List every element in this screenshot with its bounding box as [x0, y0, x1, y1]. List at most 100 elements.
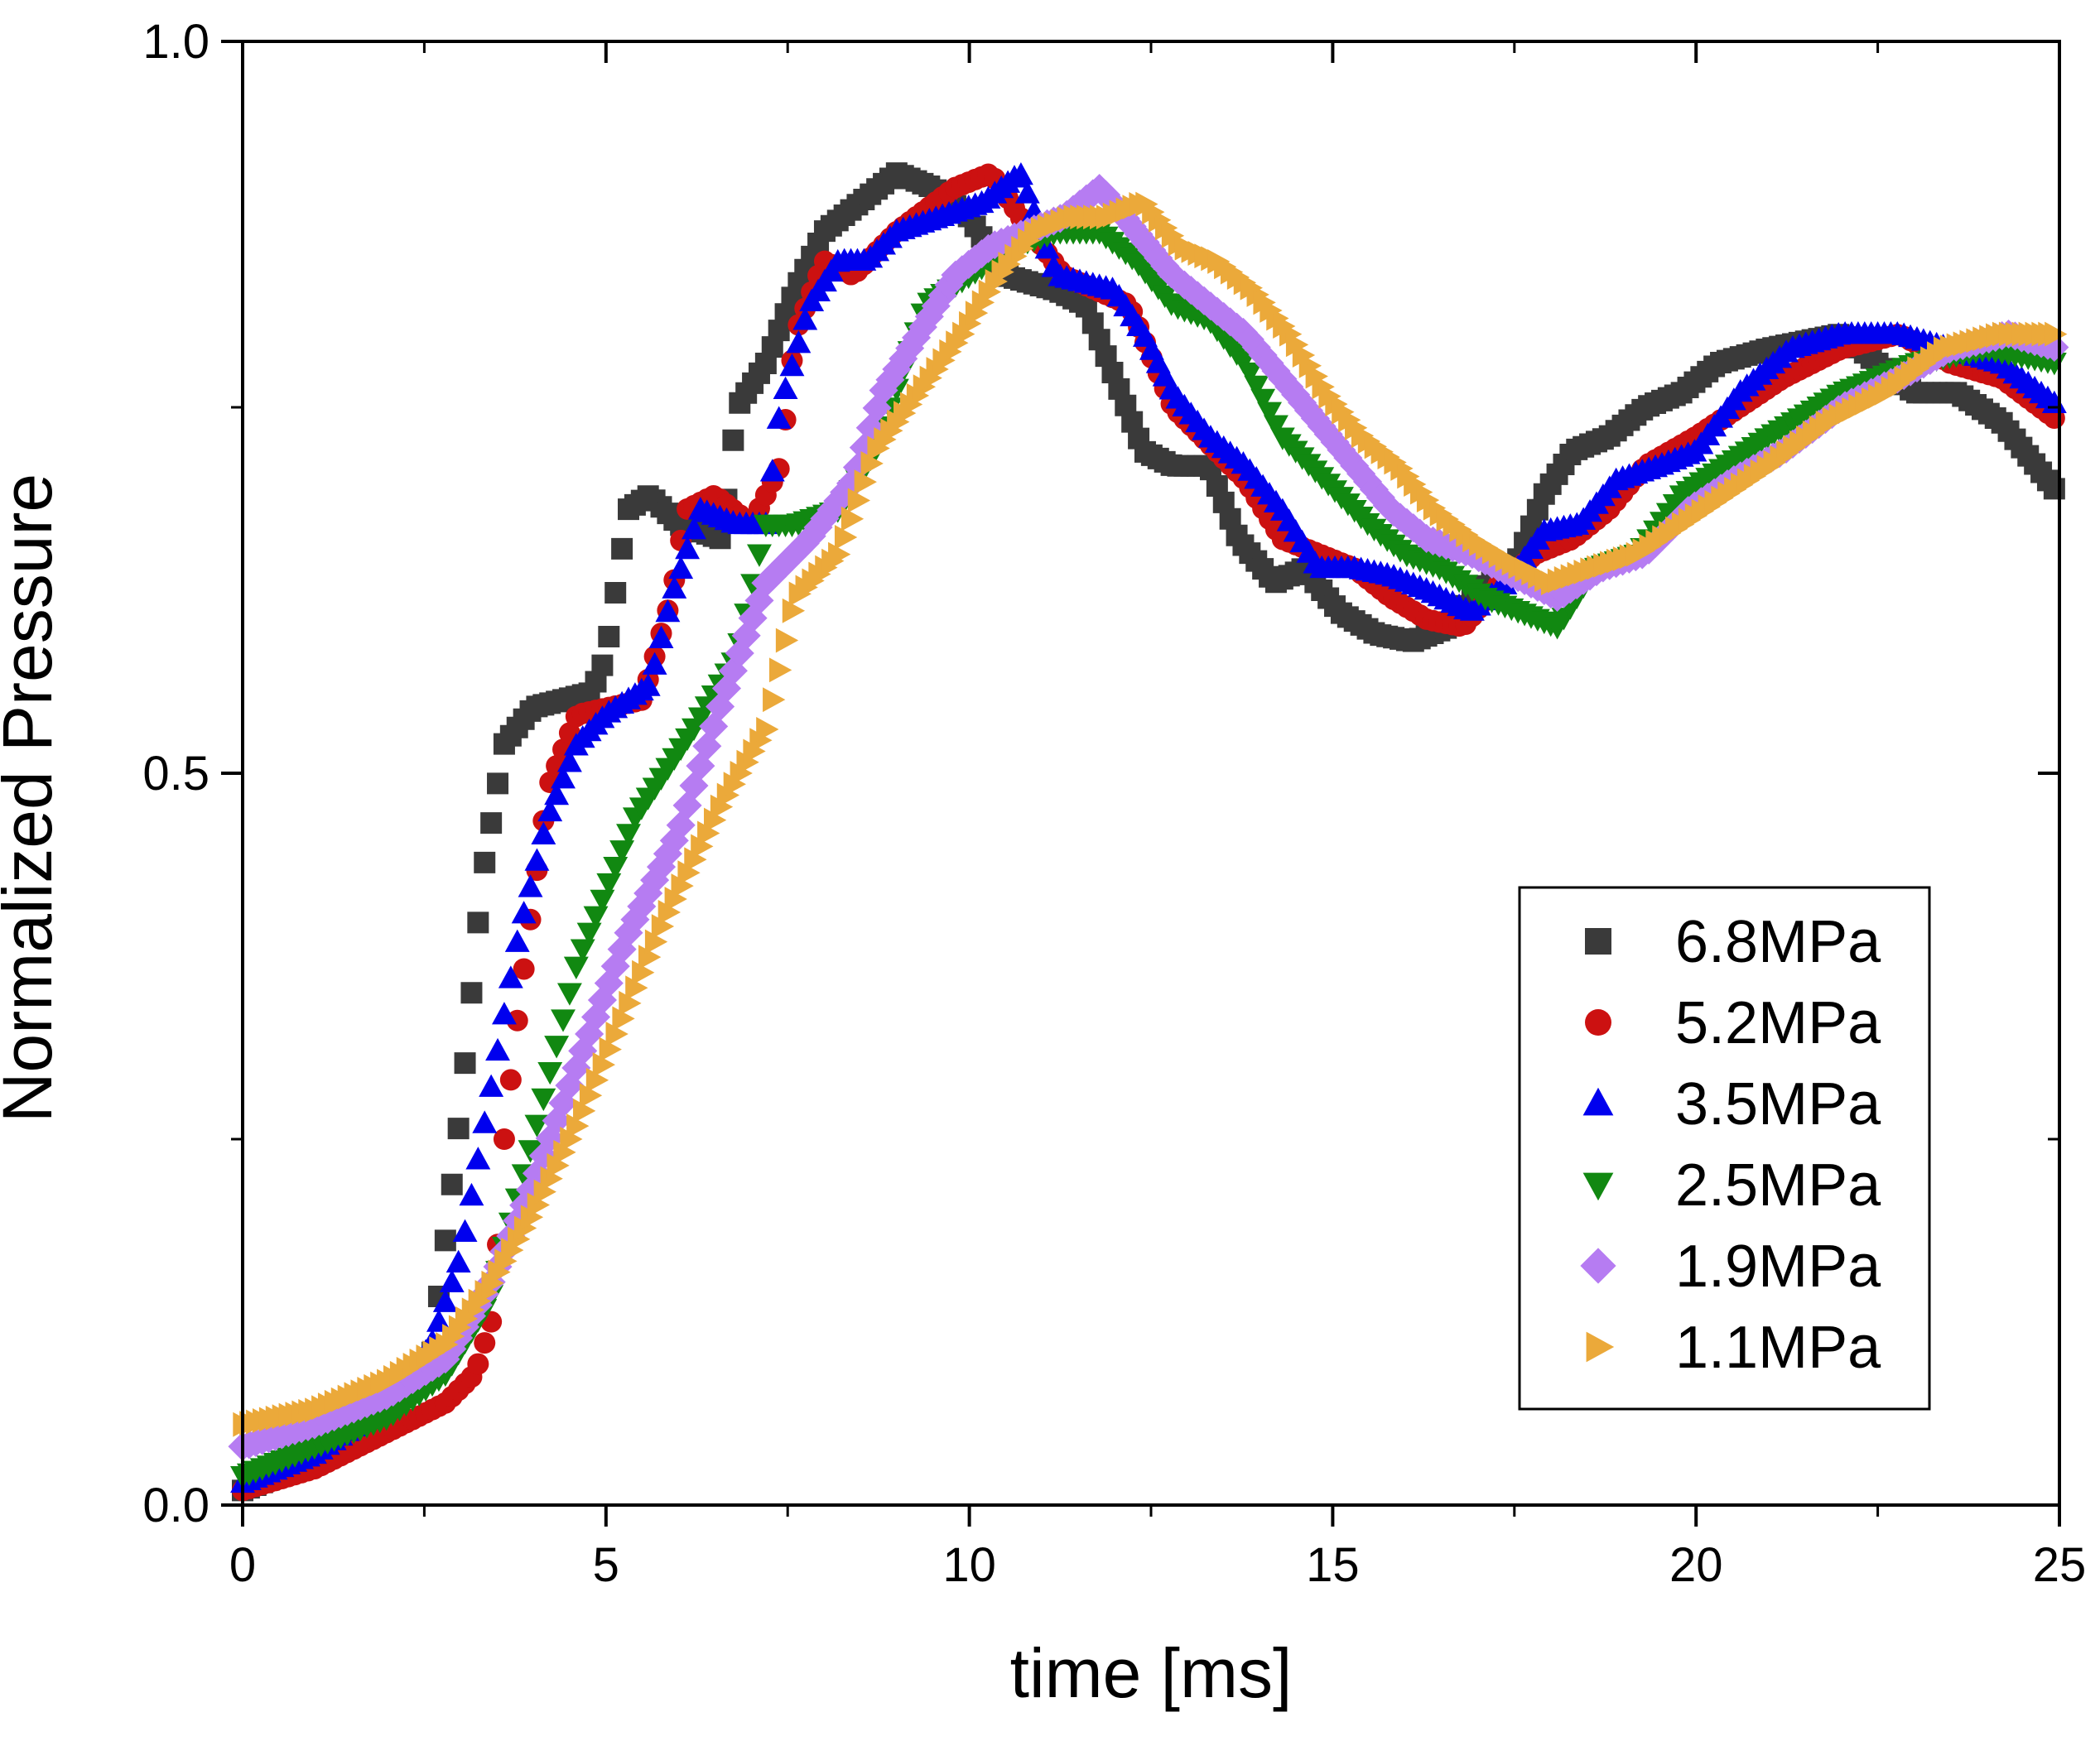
data-point [952, 321, 975, 347]
data-point [619, 990, 642, 1016]
data-point [527, 1192, 551, 1218]
legend-box [1518, 886, 1931, 1411]
data-point [537, 798, 563, 822]
data-point [612, 1006, 635, 1032]
data-point [1121, 411, 1144, 433]
axis-ticks: 0 5 10 15 20 25 0.0 0.5 1.0 [142, 15, 2086, 1592]
legend-label: 5.2MPa [1675, 990, 1881, 1056]
data-point [447, 1118, 470, 1140]
data-point [498, 965, 523, 988]
legend-marker [1582, 1087, 1614, 1116]
data-point [446, 1249, 471, 1273]
data-point [1008, 161, 1033, 185]
data-point [504, 929, 530, 952]
data-point [568, 1036, 598, 1065]
data-point [513, 1215, 537, 1241]
data-point [730, 761, 753, 786]
x-tick-label: 25 [2033, 1538, 2087, 1592]
data-point [664, 887, 687, 911]
data-point [611, 537, 633, 560]
data-point [551, 1009, 576, 1032]
data-point [723, 772, 746, 797]
data-point [718, 656, 748, 685]
data-point [716, 782, 740, 808]
data-point [556, 749, 582, 772]
data-point [1279, 321, 1303, 347]
data-point [1298, 353, 1322, 378]
data-point [547, 1152, 570, 1178]
data-point [779, 353, 805, 377]
data-point [533, 1179, 556, 1205]
legend-item: 5.2MPa [1585, 990, 1881, 1056]
legend-label: 1.1MPa [1675, 1315, 1881, 1381]
data-point [668, 555, 694, 580]
legend-marker [1585, 928, 1611, 955]
data-point [583, 906, 609, 929]
data-point [1108, 378, 1130, 400]
data-point [553, 1139, 576, 1165]
data-point [616, 824, 641, 847]
legend-item: 2.5MPa [1582, 1152, 1881, 1219]
legend-marker [1585, 1009, 1611, 1036]
data-point [766, 406, 792, 429]
data-point [472, 1110, 498, 1133]
data-point [684, 847, 707, 873]
data-point [556, 983, 582, 1006]
legend-item: 1.1MPa [1586, 1315, 1881, 1381]
data-point [792, 307, 818, 330]
x-tick-label: 10 [942, 1538, 996, 1592]
data-point [520, 1205, 544, 1230]
data-point [1101, 362, 1124, 384]
data-point [754, 352, 777, 374]
data-point [1285, 332, 1309, 358]
data-point [465, 1147, 491, 1170]
data-point [840, 506, 865, 531]
x-tick-label: 15 [1306, 1538, 1360, 1592]
data-point [614, 918, 643, 948]
data-point [736, 749, 759, 775]
data-point [709, 527, 731, 550]
data-point [485, 1037, 510, 1061]
data-point [703, 807, 727, 833]
x-tick-label: 5 [593, 1538, 619, 1592]
data-point [481, 1270, 504, 1296]
data-point [540, 1166, 563, 1191]
data-point [592, 1052, 616, 1078]
data-point [1206, 475, 1228, 498]
data-point [590, 889, 615, 913]
data-point [1250, 388, 1276, 411]
x-axis-title: time [ms] [1010, 1634, 1293, 1712]
data-point [786, 330, 812, 353]
x-tick-label: 0 [229, 1538, 256, 1592]
data-point [722, 429, 744, 451]
y-tick-label: 0.5 [142, 747, 210, 801]
data-point [479, 1074, 504, 1097]
data-point [763, 687, 786, 713]
data-point [655, 599, 681, 623]
data-point [644, 929, 668, 955]
data-point [579, 1083, 603, 1109]
data-point [573, 1098, 596, 1123]
data-point [672, 791, 702, 820]
y-tick-label: 1.0 [142, 15, 210, 69]
legend: 6.8MPa 5.2MPa 3.5MPa 2.5MPa 1.9MPa 1.1MPa [1518, 886, 1931, 1411]
data-point [759, 459, 785, 482]
data-point [1081, 312, 1104, 334]
legend-label: 2.5MPa [1675, 1152, 1881, 1219]
data-point [560, 1127, 583, 1152]
data-point [599, 1036, 622, 1062]
data-point [454, 1052, 476, 1075]
data-point [1095, 345, 1117, 368]
data-point [775, 628, 799, 653]
data-point [563, 956, 589, 979]
legend-item: 1.9MPa [1580, 1234, 1881, 1300]
data-point [638, 945, 662, 970]
data-point [474, 1332, 496, 1354]
data-markers [228, 161, 2069, 1502]
data-point [591, 654, 614, 676]
data-point [499, 1069, 522, 1091]
data-point [1231, 351, 1256, 374]
data-point [506, 1009, 528, 1032]
data-point [487, 772, 509, 795]
